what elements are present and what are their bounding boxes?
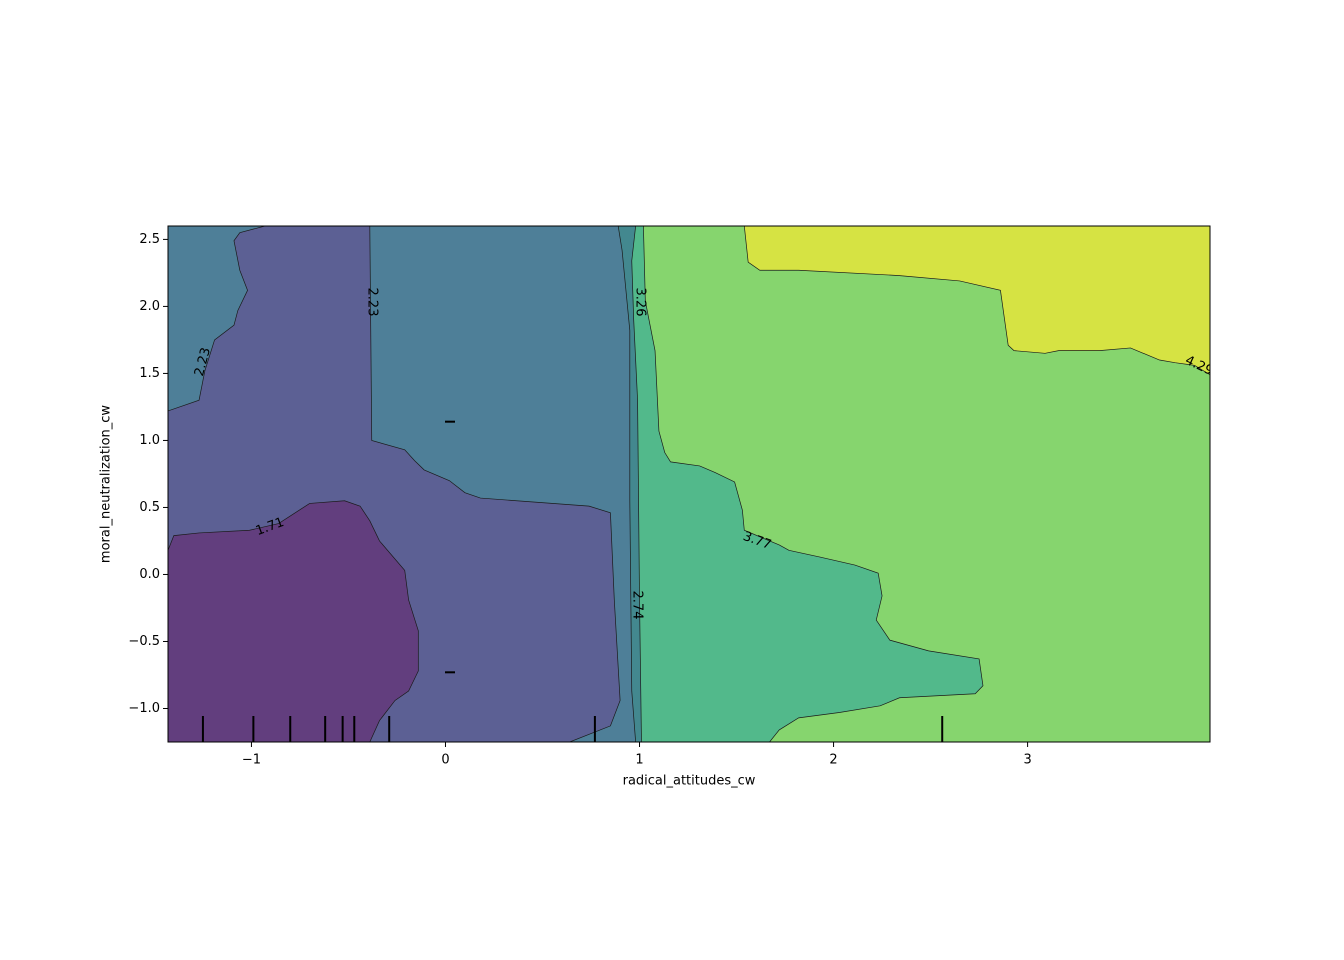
axes-frame xyxy=(167,225,1211,743)
contour-label: 2.23 xyxy=(365,288,380,317)
y-axis-label: moral_neutralization_cw xyxy=(99,405,114,563)
y-tick-label: 2.5 xyxy=(139,232,160,247)
x-tick-label: 0 xyxy=(441,753,449,768)
y-tick-label: 0.5 xyxy=(139,500,160,515)
x-tick-label: 1 xyxy=(635,753,643,768)
y-tick-label: 0.0 xyxy=(139,567,160,582)
plot-area: 1.712.232.232.743.263.774.29 xyxy=(168,226,1210,742)
x-tick-label: −1 xyxy=(242,753,261,768)
y-tick-label: −1.0 xyxy=(128,701,160,716)
contour-label: 2.74 xyxy=(630,591,645,620)
contour-region xyxy=(743,226,1210,376)
x-tick-label: 2 xyxy=(829,753,837,768)
contour-label: 2.23 xyxy=(192,346,214,378)
y-tick-label: 1.0 xyxy=(139,433,160,448)
x-tick-label: 3 xyxy=(1023,753,1031,768)
y-tick-label: 2.0 xyxy=(139,299,160,314)
x-axis-label: radical_attitudes_cw xyxy=(623,774,756,789)
y-tick-label: 1.5 xyxy=(139,366,160,381)
contour-region xyxy=(168,500,419,742)
contour-label: 3.26 xyxy=(633,288,648,317)
y-tick-label: −0.5 xyxy=(128,634,160,649)
